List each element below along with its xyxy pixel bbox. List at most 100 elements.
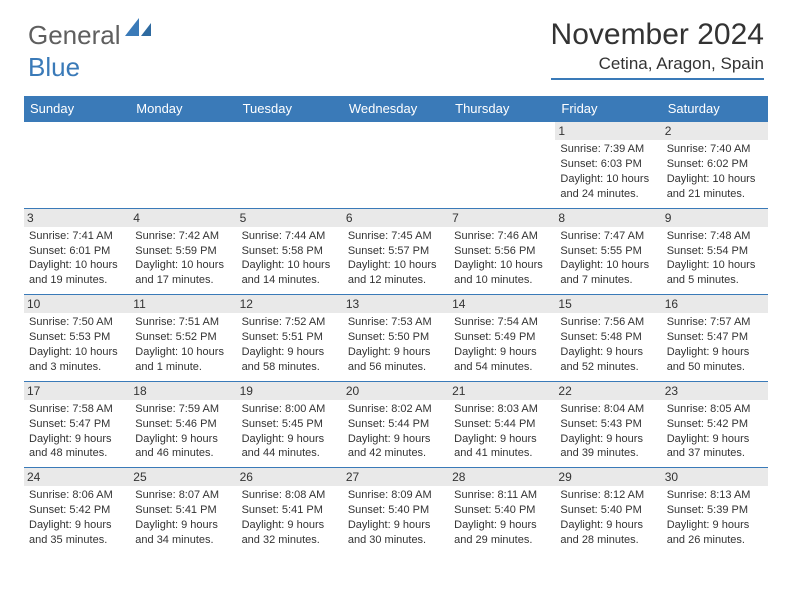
sunrise-text: Sunrise: 8:07 AM (135, 488, 231, 503)
calendar-day-cell: 3Sunrise: 7:41 AMSunset: 6:01 PMDaylight… (24, 208, 130, 295)
calendar-table: SundayMondayTuesdayWednesdayThursdayFrid… (24, 96, 768, 554)
calendar-day-cell: 8Sunrise: 7:47 AMSunset: 5:55 PMDaylight… (555, 208, 661, 295)
sunset-text: Sunset: 5:42 PM (29, 503, 125, 518)
day-number: 10 (24, 295, 130, 313)
calendar-day-cell: 10Sunrise: 7:50 AMSunset: 5:53 PMDayligh… (24, 295, 130, 382)
sunrise-text: Sunrise: 7:58 AM (29, 402, 125, 417)
daylight-text: Daylight: 9 hours and 58 minutes. (242, 345, 338, 375)
sunrise-text: Sunrise: 7:53 AM (348, 315, 444, 330)
day-number: 24 (24, 468, 130, 486)
daylight-text: Daylight: 9 hours and 28 minutes. (560, 518, 656, 548)
sunset-text: Sunset: 5:41 PM (135, 503, 231, 518)
day-number: 6 (343, 209, 449, 227)
daylight-text: Daylight: 9 hours and 44 minutes. (242, 432, 338, 462)
sunset-text: Sunset: 5:49 PM (454, 330, 550, 345)
sunrise-text: Sunrise: 8:02 AM (348, 402, 444, 417)
day-number: 2 (662, 122, 768, 140)
weekday-header: Saturday (662, 96, 768, 122)
sunset-text: Sunset: 5:40 PM (348, 503, 444, 518)
sunrise-text: Sunrise: 7:45 AM (348, 229, 444, 244)
sunset-text: Sunset: 5:40 PM (560, 503, 656, 518)
brand-logo: General (28, 18, 155, 53)
calendar-day-cell: 5Sunrise: 7:44 AMSunset: 5:58 PMDaylight… (237, 208, 343, 295)
calendar-day-cell: 15Sunrise: 7:56 AMSunset: 5:48 PMDayligh… (555, 295, 661, 382)
daylight-text: Daylight: 9 hours and 26 minutes. (667, 518, 763, 548)
calendar-day-cell: 16Sunrise: 7:57 AMSunset: 5:47 PMDayligh… (662, 295, 768, 382)
sunset-text: Sunset: 5:41 PM (242, 503, 338, 518)
day-number: 21 (449, 382, 555, 400)
sunrise-text: Sunrise: 7:54 AM (454, 315, 550, 330)
calendar-day-cell: 29Sunrise: 8:12 AMSunset: 5:40 PMDayligh… (555, 468, 661, 554)
day-number: 17 (24, 382, 130, 400)
calendar-day-cell: 26Sunrise: 8:08 AMSunset: 5:41 PMDayligh… (237, 468, 343, 554)
calendar-day-cell: 20Sunrise: 8:02 AMSunset: 5:44 PMDayligh… (343, 381, 449, 468)
sunset-text: Sunset: 5:39 PM (667, 503, 763, 518)
calendar-day-cell: 11Sunrise: 7:51 AMSunset: 5:52 PMDayligh… (130, 295, 236, 382)
daylight-text: Daylight: 9 hours and 39 minutes. (560, 432, 656, 462)
daylight-text: Daylight: 9 hours and 29 minutes. (454, 518, 550, 548)
daylight-text: Daylight: 10 hours and 1 minute. (135, 345, 231, 375)
sunrise-text: Sunrise: 7:41 AM (29, 229, 125, 244)
day-number: 18 (130, 382, 236, 400)
day-number: 19 (237, 382, 343, 400)
day-number: 13 (343, 295, 449, 313)
sunset-text: Sunset: 5:45 PM (242, 417, 338, 432)
calendar-day-cell: 1Sunrise: 7:39 AMSunset: 6:03 PMDaylight… (555, 122, 661, 209)
day-number: 16 (662, 295, 768, 313)
daylight-text: Daylight: 9 hours and 37 minutes. (667, 432, 763, 462)
sunset-text: Sunset: 5:59 PM (135, 244, 231, 259)
sunset-text: Sunset: 5:54 PM (667, 244, 763, 259)
daylight-text: Daylight: 9 hours and 54 minutes. (454, 345, 550, 375)
sunrise-text: Sunrise: 7:56 AM (560, 315, 656, 330)
logo-text-blue: Blue (28, 52, 80, 82)
calendar-week-row: 1Sunrise: 7:39 AMSunset: 6:03 PMDaylight… (24, 122, 768, 209)
sunset-text: Sunset: 5:42 PM (667, 417, 763, 432)
daylight-text: Daylight: 10 hours and 3 minutes. (29, 345, 125, 375)
calendar-day-cell: 30Sunrise: 8:13 AMSunset: 5:39 PMDayligh… (662, 468, 768, 554)
logo-text-general: General (28, 20, 121, 51)
calendar-week-row: 10Sunrise: 7:50 AMSunset: 5:53 PMDayligh… (24, 295, 768, 382)
sunrise-text: Sunrise: 8:05 AM (667, 402, 763, 417)
sunset-text: Sunset: 6:02 PM (667, 157, 763, 172)
calendar-day-cell: 12Sunrise: 7:52 AMSunset: 5:51 PMDayligh… (237, 295, 343, 382)
calendar-empty-cell (24, 122, 130, 209)
sunset-text: Sunset: 6:03 PM (560, 157, 656, 172)
sunrise-text: Sunrise: 7:57 AM (667, 315, 763, 330)
sunrise-text: Sunrise: 8:08 AM (242, 488, 338, 503)
day-number: 26 (237, 468, 343, 486)
sunset-text: Sunset: 5:50 PM (348, 330, 444, 345)
day-number: 12 (237, 295, 343, 313)
calendar-day-cell: 13Sunrise: 7:53 AMSunset: 5:50 PMDayligh… (343, 295, 449, 382)
day-number: 27 (343, 468, 449, 486)
daylight-text: Daylight: 10 hours and 24 minutes. (560, 172, 656, 202)
sunset-text: Sunset: 5:43 PM (560, 417, 656, 432)
sunset-text: Sunset: 5:44 PM (454, 417, 550, 432)
sunset-text: Sunset: 5:48 PM (560, 330, 656, 345)
sunset-text: Sunset: 5:58 PM (242, 244, 338, 259)
sunset-text: Sunset: 5:44 PM (348, 417, 444, 432)
day-number: 25 (130, 468, 236, 486)
calendar-day-cell: 17Sunrise: 7:58 AMSunset: 5:47 PMDayligh… (24, 381, 130, 468)
calendar-day-cell: 23Sunrise: 8:05 AMSunset: 5:42 PMDayligh… (662, 381, 768, 468)
calendar-day-cell: 9Sunrise: 7:48 AMSunset: 5:54 PMDaylight… (662, 208, 768, 295)
sunrise-text: Sunrise: 8:04 AM (560, 402, 656, 417)
day-number: 7 (449, 209, 555, 227)
calendar-day-cell: 2Sunrise: 7:40 AMSunset: 6:02 PMDaylight… (662, 122, 768, 209)
calendar-week-row: 17Sunrise: 7:58 AMSunset: 5:47 PMDayligh… (24, 381, 768, 468)
daylight-text: Daylight: 9 hours and 30 minutes. (348, 518, 444, 548)
calendar-day-cell: 27Sunrise: 8:09 AMSunset: 5:40 PMDayligh… (343, 468, 449, 554)
page-header: General November 2024 Cetina, Aragon, Sp… (0, 0, 792, 88)
daylight-text: Daylight: 10 hours and 10 minutes. (454, 258, 550, 288)
day-number: 20 (343, 382, 449, 400)
calendar-day-cell: 7Sunrise: 7:46 AMSunset: 5:56 PMDaylight… (449, 208, 555, 295)
calendar-empty-cell (449, 122, 555, 209)
calendar-day-cell: 4Sunrise: 7:42 AMSunset: 5:59 PMDaylight… (130, 208, 236, 295)
daylight-text: Daylight: 10 hours and 21 minutes. (667, 172, 763, 202)
daylight-text: Daylight: 10 hours and 17 minutes. (135, 258, 231, 288)
weekday-header: Sunday (24, 96, 130, 122)
calendar-empty-cell (130, 122, 236, 209)
sunrise-text: Sunrise: 8:12 AM (560, 488, 656, 503)
daylight-text: Daylight: 9 hours and 41 minutes. (454, 432, 550, 462)
sunrise-text: Sunrise: 7:59 AM (135, 402, 231, 417)
sunset-text: Sunset: 5:53 PM (29, 330, 125, 345)
